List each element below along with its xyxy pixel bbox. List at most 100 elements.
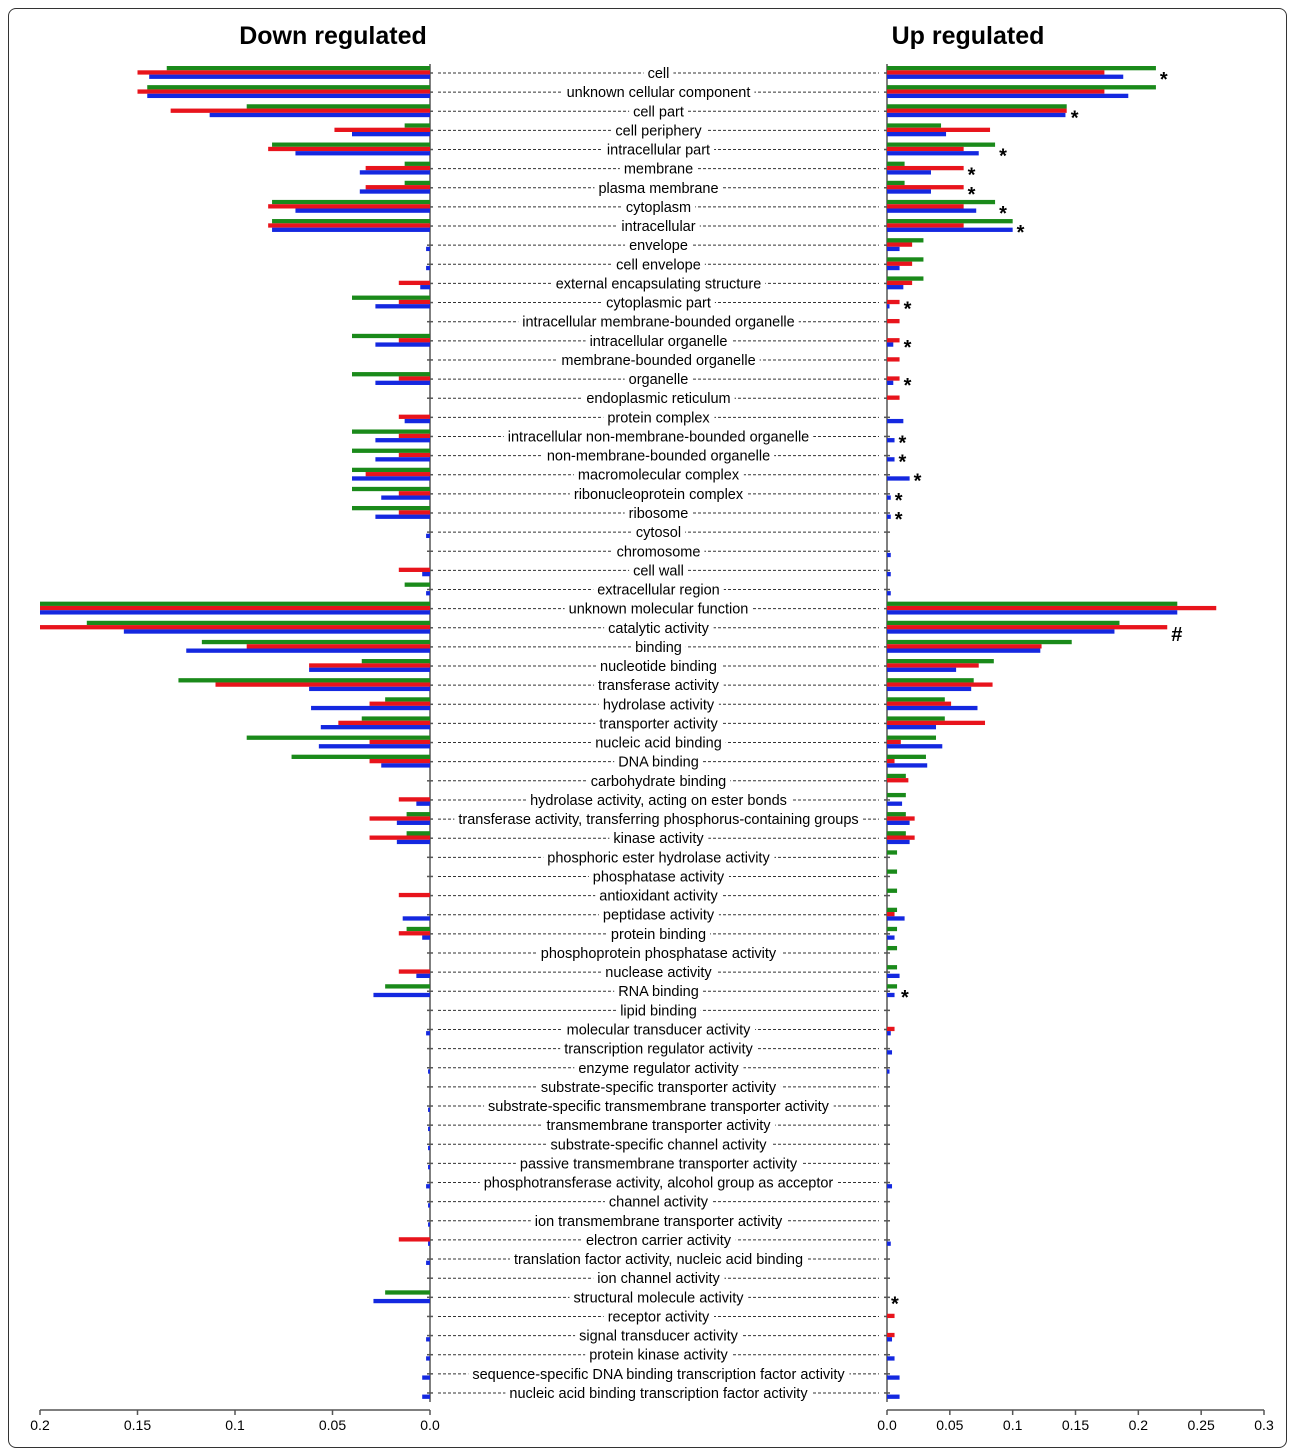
significance-mark: *	[1160, 69, 1168, 91]
category-label-background	[601, 965, 717, 982]
down-bar	[359, 170, 430, 175]
down-bar	[352, 476, 430, 481]
down-bar	[398, 433, 430, 439]
up-bar	[887, 835, 915, 840]
significance-mark: *	[968, 184, 976, 206]
down-bar	[369, 739, 430, 745]
category-label-background	[603, 410, 715, 427]
category-label: receptor activity	[608, 1309, 710, 1325]
up-bar	[887, 227, 1013, 232]
significance-mark: *	[901, 987, 909, 1009]
down-bar	[398, 1237, 430, 1242]
up-bar	[887, 85, 1156, 90]
up-bar	[887, 850, 898, 855]
down-bar	[272, 227, 430, 232]
up-bar	[887, 945, 898, 951]
down-bar	[375, 380, 430, 385]
up-bar	[887, 238, 924, 243]
down-bar	[166, 66, 430, 71]
down-bar	[375, 514, 430, 519]
up-bar	[887, 276, 924, 281]
category-label-background	[542, 448, 775, 465]
category-label-background	[629, 104, 688, 121]
category-label-background	[591, 735, 726, 752]
up-bar	[887, 242, 913, 247]
up-bar	[887, 318, 900, 324]
down-bar	[352, 333, 430, 339]
up-bar	[887, 89, 1105, 94]
up-bar	[887, 926, 898, 932]
down-bar	[422, 571, 430, 577]
up-bar	[887, 605, 1217, 611]
up-bar	[887, 1313, 895, 1319]
category-label-background	[515, 1156, 802, 1173]
up-bar	[887, 912, 895, 917]
up-bar	[887, 801, 903, 806]
down-bar	[398, 299, 430, 305]
down-bar	[398, 491, 430, 496]
category-label-background	[574, 1060, 744, 1077]
category-label: cell envelope	[616, 257, 701, 273]
category-label-background	[624, 372, 693, 389]
category-label-background	[604, 620, 714, 637]
category-label-background	[596, 659, 721, 676]
category-label-background	[484, 1099, 834, 1116]
down-bar	[369, 701, 430, 706]
category-label: phosphoprotein phosphatase activity	[541, 946, 777, 962]
category-label: phosphotransferase activity, alcohol gro…	[484, 1176, 834, 1192]
category-label: unknown cellular component	[567, 85, 751, 101]
up-bar	[887, 705, 978, 711]
down-bar	[246, 644, 430, 649]
down-bar	[375, 304, 430, 309]
category-label: intracellular	[621, 219, 695, 235]
category-label-background	[624, 505, 693, 522]
down-bar	[137, 70, 430, 75]
up-bar	[887, 716, 945, 721]
down-bar	[170, 108, 430, 113]
category-label: channel activity	[609, 1195, 709, 1211]
up-bar	[887, 112, 1066, 118]
category-label: catalytic activity	[608, 621, 709, 637]
up-bar	[887, 342, 894, 347]
up-bar	[887, 66, 1156, 71]
down-bar	[352, 467, 430, 473]
down-bar	[149, 74, 430, 79]
category-label-background	[631, 525, 686, 542]
up-bar	[887, 678, 974, 683]
down-bar	[428, 1126, 430, 1132]
up-bar	[887, 280, 913, 286]
up-bar	[887, 1241, 891, 1246]
category-label: sequence-specific DNA binding transcript…	[472, 1367, 845, 1383]
category-label-background	[557, 352, 760, 369]
up-bar	[887, 151, 979, 156]
up-bar	[887, 1332, 895, 1338]
down-bar	[404, 123, 430, 128]
category-label-background	[503, 429, 814, 446]
up-bar	[887, 682, 993, 687]
category-label-background	[602, 142, 715, 159]
down-bar	[385, 1290, 430, 1295]
category-label: substrate-specific transporter activity	[541, 1080, 777, 1096]
up-bar	[887, 304, 890, 309]
down-x-tick-label: 0.0	[420, 1417, 440, 1433]
down-x-tick-label: 0.05	[319, 1417, 346, 1433]
category-label-background	[602, 295, 715, 312]
down-bar	[178, 678, 430, 683]
category-label-background	[585, 333, 732, 350]
category-label: cell part	[633, 104, 684, 120]
category-label-background	[536, 945, 781, 962]
down-bar	[369, 816, 430, 821]
category-label-background	[614, 984, 703, 1001]
down-bar	[426, 1337, 430, 1342]
category-label-background	[625, 238, 692, 255]
down-bar	[352, 486, 430, 492]
category-label-background	[606, 926, 711, 943]
category-label: phosphatase activity	[593, 869, 725, 885]
up-bar	[887, 146, 964, 152]
down-bar	[428, 1107, 430, 1112]
category-label: transferase activity, transferring phosp…	[458, 812, 858, 828]
category-label-background	[585, 1347, 733, 1364]
down-bar	[365, 185, 430, 190]
up-bar	[887, 257, 924, 262]
